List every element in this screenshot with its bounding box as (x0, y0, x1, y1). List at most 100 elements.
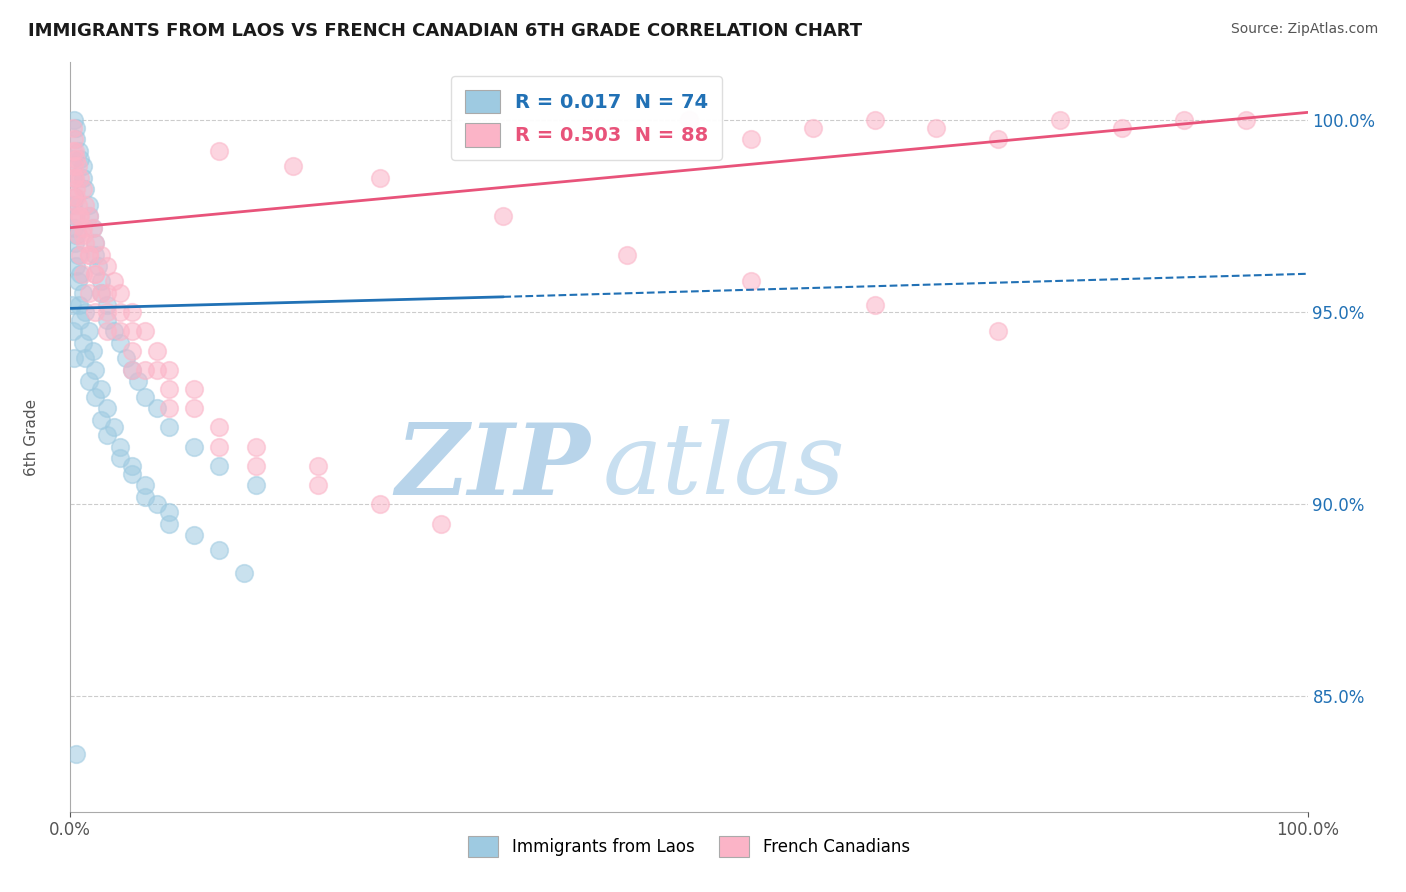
Point (96, 305, 118, 319)
Point (134, 490, 156, 504)
Point (90, 285, 112, 300)
Point (134, 390, 156, 404)
Point (66, 197, 89, 211)
Point (72, 285, 94, 300)
Point (108, 325, 131, 339)
Text: IMMIGRANTS FROM LAOS VS FRENCH CANADIAN 6TH GRADE CORRELATION CHART: IMMIGRANTS FROM LAOS VS FRENCH CANADIAN … (28, 22, 862, 40)
Point (65, 259, 87, 273)
Point (157, 420, 180, 434)
Point (127, 375, 149, 389)
Point (77, 285, 100, 300)
Point (96, 285, 118, 300)
Point (86, 259, 108, 273)
Point (69, 313, 91, 327)
Point (208, 543, 231, 558)
Point (183, 528, 205, 542)
Point (208, 440, 231, 454)
Point (82, 220, 104, 235)
Point (987, 325, 1010, 339)
Point (103, 275, 125, 289)
Point (84, 305, 107, 319)
Point (157, 505, 180, 519)
Point (121, 467, 143, 481)
Point (1049, 113, 1071, 128)
Point (121, 325, 143, 339)
Point (77, 247, 100, 261)
Point (232, 566, 254, 581)
Point (72, 170, 94, 185)
Point (69, 247, 91, 261)
Point (60, 297, 83, 311)
Point (63, 170, 86, 185)
Point (115, 351, 138, 366)
Point (65, 209, 87, 223)
Point (63, 190, 86, 204)
Point (108, 451, 131, 466)
Point (121, 363, 143, 377)
Point (69, 209, 91, 223)
Point (183, 401, 205, 416)
Point (69, 152, 91, 166)
Point (740, 275, 762, 289)
Point (84, 235, 107, 250)
Point (65, 152, 87, 166)
Point (69, 170, 91, 185)
Point (96, 259, 118, 273)
Point (62, 170, 84, 185)
Point (84, 235, 107, 250)
Point (96, 428, 118, 442)
Point (65, 235, 87, 250)
Point (63, 351, 86, 366)
Point (208, 144, 231, 158)
Point (281, 159, 304, 173)
Point (62, 197, 84, 211)
Point (121, 363, 143, 377)
Point (90, 275, 112, 289)
Point (863, 297, 886, 311)
Point (77, 375, 100, 389)
Point (65, 144, 87, 158)
Point (84, 267, 107, 281)
Point (62, 325, 84, 339)
Point (82, 343, 104, 358)
Point (96, 313, 118, 327)
Point (108, 285, 131, 300)
Point (75, 182, 97, 196)
Point (63, 132, 86, 146)
Point (75, 305, 97, 319)
Point (62, 144, 84, 158)
Point (108, 335, 131, 350)
Point (84, 247, 107, 261)
Point (65, 170, 87, 185)
Point (90, 413, 112, 427)
Point (77, 247, 100, 261)
Point (75, 351, 97, 366)
Point (66, 228, 89, 243)
Point (801, 120, 824, 135)
Point (65, 228, 87, 243)
Point (77, 325, 100, 339)
Point (1234, 113, 1257, 128)
Point (62, 120, 84, 135)
Point (62, 190, 84, 204)
Point (1173, 113, 1195, 128)
Point (134, 363, 156, 377)
Point (72, 335, 94, 350)
Point (134, 478, 156, 492)
Point (72, 228, 94, 243)
Point (96, 401, 118, 416)
Point (678, 113, 700, 128)
Point (1111, 120, 1133, 135)
Point (208, 420, 231, 434)
Point (368, 497, 391, 511)
Point (82, 220, 104, 235)
Point (430, 516, 453, 531)
Text: Source: ZipAtlas.com: Source: ZipAtlas.com (1230, 22, 1378, 37)
Point (67, 144, 90, 158)
Point (121, 305, 143, 319)
Point (146, 497, 169, 511)
Point (96, 297, 118, 311)
Point (492, 209, 515, 223)
Point (72, 220, 94, 235)
Point (157, 401, 180, 416)
